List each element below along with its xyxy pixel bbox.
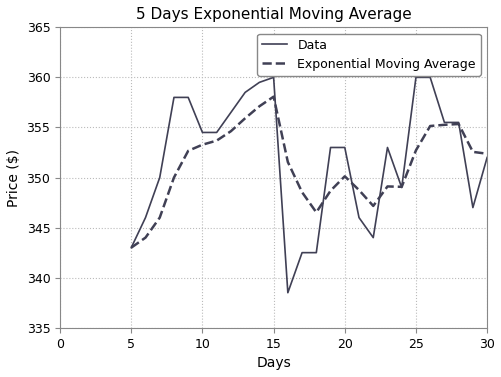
Exponential Moving Average [355, 188, 361, 192]
Data [426, 75, 432, 80]
Exponential Moving Average [227, 129, 233, 133]
Title: 5 Days Exponential Moving Average: 5 Days Exponential Moving Average [135, 7, 411, 22]
Data [455, 120, 461, 125]
Y-axis label: Price ($): Price ($) [7, 149, 21, 207]
Data [199, 130, 205, 135]
Exponential Moving Average [412, 148, 418, 153]
Data [355, 215, 361, 220]
Data [128, 245, 134, 250]
Exponential Moving Average [313, 210, 319, 215]
X-axis label: Days: Days [256, 356, 291, 370]
Data [171, 95, 177, 100]
Data [227, 110, 233, 115]
Data [270, 75, 276, 80]
Data [284, 290, 290, 295]
Exponential Moving Average [384, 184, 390, 189]
Data [469, 205, 475, 210]
Exponential Moving Average [469, 150, 475, 154]
Exponential Moving Average [142, 235, 148, 240]
Exponential Moving Average [185, 149, 191, 153]
Data [241, 90, 247, 95]
Data [213, 130, 219, 135]
Data [398, 185, 404, 190]
Exponential Moving Average [156, 215, 162, 220]
Exponential Moving Average [128, 245, 134, 250]
Exponential Moving Average [241, 116, 247, 121]
Data [327, 145, 333, 150]
Exponential Moving Average [370, 204, 376, 208]
Exponential Moving Average [284, 160, 290, 164]
Exponential Moving Average [483, 152, 489, 156]
Exponential Moving Average [213, 138, 219, 143]
Exponential Moving Average [398, 185, 404, 189]
Exponential Moving Average [440, 123, 446, 127]
Line: Data: Data [131, 77, 486, 293]
Data [256, 80, 262, 84]
Data [412, 75, 418, 80]
Exponential Moving Average [256, 104, 262, 109]
Data [341, 145, 347, 150]
Data [370, 235, 376, 240]
Exponential Moving Average [299, 190, 305, 195]
Data [483, 155, 489, 160]
Line: Exponential Moving Average: Exponential Moving Average [131, 97, 486, 248]
Data [299, 250, 305, 255]
Exponential Moving Average [270, 94, 276, 99]
Exponential Moving Average [341, 174, 347, 179]
Data [156, 175, 162, 180]
Exponential Moving Average [426, 124, 432, 128]
Data [142, 215, 148, 220]
Exponential Moving Average [327, 188, 333, 193]
Data [313, 250, 319, 255]
Exponential Moving Average [171, 175, 177, 180]
Legend: Data, Exponential Moving Average: Data, Exponential Moving Average [257, 34, 480, 76]
Data [384, 145, 390, 150]
Data [440, 120, 446, 125]
Exponential Moving Average [199, 143, 205, 147]
Exponential Moving Average [455, 122, 461, 126]
Data [185, 95, 191, 100]
